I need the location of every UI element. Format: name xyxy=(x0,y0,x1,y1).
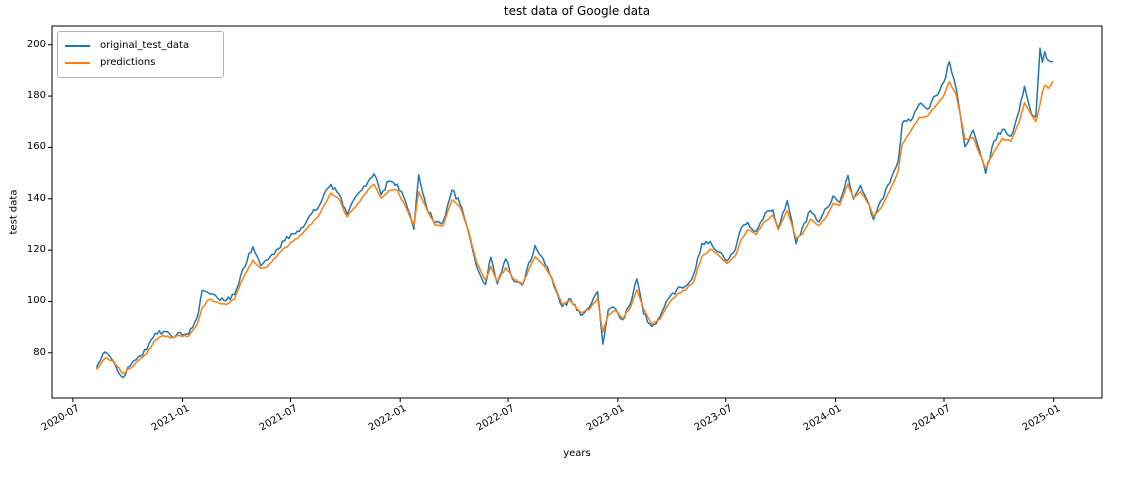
legend-label: predictions xyxy=(100,57,156,68)
y-tick-label: 160 xyxy=(26,141,46,153)
legend: original_test_data predictions xyxy=(57,31,224,78)
axes-spines xyxy=(51,25,1103,399)
y-tick-label: 80 xyxy=(33,346,46,358)
y-tick-label: 100 xyxy=(26,295,46,307)
legend-item-original-test-data: original_test_data xyxy=(65,38,215,54)
legend-line-swatch-blue xyxy=(65,45,90,47)
x-axis-label: years xyxy=(563,448,591,459)
axis-tick-marks xyxy=(48,44,1055,402)
chart-title: test data of Google data xyxy=(503,4,651,18)
y-tick-label: 180 xyxy=(26,90,46,102)
legend-line-swatch-orange xyxy=(65,62,90,64)
legend-item-predictions: predictions xyxy=(65,55,215,71)
y-tick-label: 200 xyxy=(26,38,46,50)
series-line-predictions xyxy=(95,80,1054,375)
y-tick-label: 140 xyxy=(26,192,46,204)
y-tick-label: 120 xyxy=(26,244,46,256)
legend-label: original_test_data xyxy=(100,40,190,51)
series-line-original-test-data xyxy=(95,47,1054,379)
